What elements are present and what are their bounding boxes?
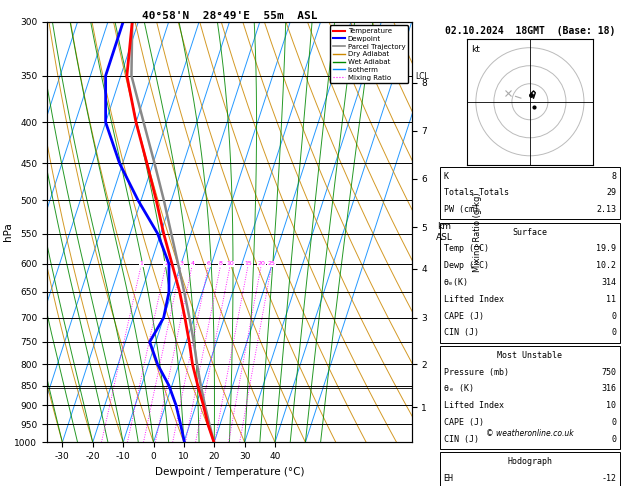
Text: CAPE (J): CAPE (J) [443, 312, 484, 321]
Text: 8: 8 [219, 261, 223, 266]
Bar [440, 452, 620, 486]
Text: 0: 0 [611, 418, 616, 427]
Bar [440, 346, 620, 449]
Text: θₑ(K): θₑ(K) [443, 278, 469, 287]
Text: Lifted Index: Lifted Index [443, 295, 504, 304]
Text: Lifted Index: Lifted Index [443, 401, 504, 410]
X-axis label: Dewpoint / Temperature (°C): Dewpoint / Temperature (°C) [155, 467, 304, 477]
Text: 0: 0 [611, 312, 616, 321]
Text: Most Unstable: Most Unstable [498, 351, 562, 360]
Text: CIN (J): CIN (J) [443, 329, 479, 337]
Text: Pressure (mb): Pressure (mb) [443, 367, 509, 377]
Text: 10.2: 10.2 [596, 261, 616, 270]
Text: 2.13: 2.13 [596, 205, 616, 214]
Text: Surface: Surface [513, 227, 547, 237]
Text: 8: 8 [611, 172, 616, 181]
Text: 19.9: 19.9 [596, 244, 616, 253]
Text: 20: 20 [257, 261, 265, 266]
Text: CAPE (J): CAPE (J) [443, 418, 484, 427]
Text: Mixing Ratio (g/kg): Mixing Ratio (g/kg) [473, 192, 482, 272]
Text: 314: 314 [601, 278, 616, 287]
Text: 25: 25 [268, 261, 276, 266]
Text: 2: 2 [164, 261, 168, 266]
Text: 0: 0 [611, 435, 616, 444]
Text: 6: 6 [207, 261, 211, 266]
Text: Hodograph: Hodograph [508, 457, 552, 466]
Text: 10: 10 [226, 261, 234, 266]
Bar [440, 223, 620, 343]
Text: PW (cm): PW (cm) [443, 205, 479, 214]
Bar [440, 167, 620, 220]
Text: Dewp (°C): Dewp (°C) [443, 261, 489, 270]
Y-axis label: km
ASL: km ASL [435, 223, 452, 242]
Text: 750: 750 [601, 367, 616, 377]
Text: EH: EH [443, 474, 454, 483]
Text: 10: 10 [606, 401, 616, 410]
Text: LCL: LCL [415, 72, 429, 81]
Text: 29: 29 [606, 189, 616, 197]
Title: 40°58'N  28°49'E  55m  ASL: 40°58'N 28°49'E 55m ASL [142, 11, 317, 21]
Text: Totals Totals: Totals Totals [443, 189, 509, 197]
Text: 0: 0 [611, 329, 616, 337]
Text: 316: 316 [601, 384, 616, 393]
Text: -12: -12 [601, 474, 616, 483]
Legend: Temperature, Dewpoint, Parcel Trajectory, Dry Adiabat, Wet Adiabat, Isotherm, Mi: Temperature, Dewpoint, Parcel Trajectory… [330, 25, 408, 83]
Text: 3: 3 [179, 261, 183, 266]
Text: 4: 4 [191, 261, 194, 266]
Text: θₑ (K): θₑ (K) [443, 384, 474, 393]
Text: 11: 11 [606, 295, 616, 304]
Text: K: K [443, 172, 448, 181]
Text: 02.10.2024  18GMT  (Base: 18): 02.10.2024 18GMT (Base: 18) [445, 26, 615, 36]
Text: © weatheronline.co.uk: © weatheronline.co.uk [486, 429, 574, 438]
Text: Temp (°C): Temp (°C) [443, 244, 489, 253]
Text: CIN (J): CIN (J) [443, 435, 479, 444]
Text: 1: 1 [140, 261, 143, 266]
Text: 15: 15 [245, 261, 252, 266]
Y-axis label: hPa: hPa [3, 223, 13, 242]
